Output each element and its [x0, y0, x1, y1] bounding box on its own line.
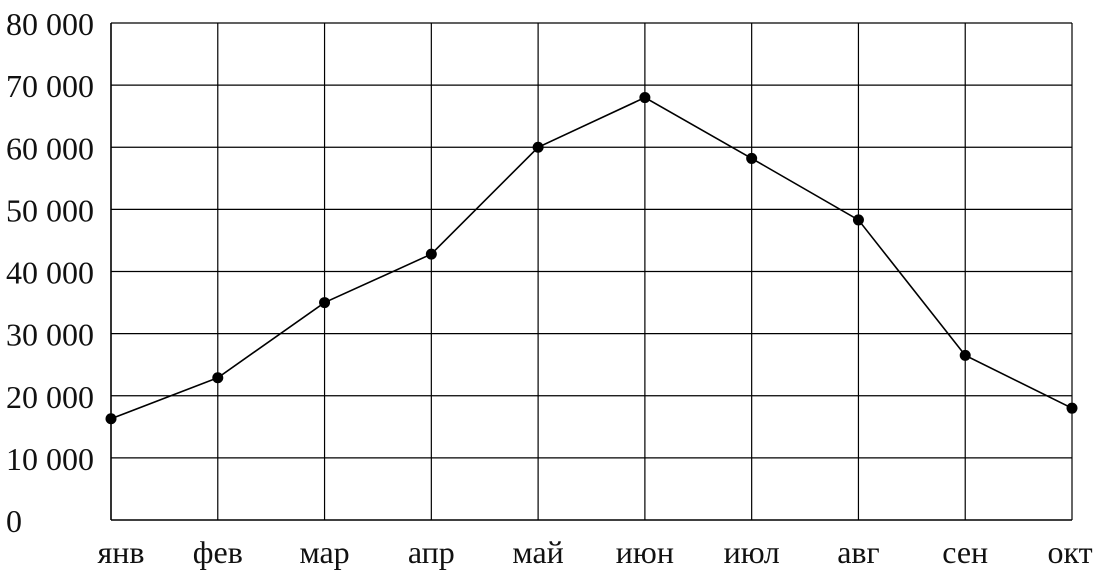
y-tick-label: 40 000 — [6, 255, 94, 291]
x-tick-label: янв — [98, 534, 145, 570]
data-point — [639, 92, 651, 104]
y-tick-label: 80 000 — [6, 6, 94, 42]
x-tick-label: апр — [408, 534, 455, 570]
data-point — [1066, 402, 1078, 414]
tick-labels: 0 10 000 20 000 30 000 40 000 50 000 60 000 70 … — [6, 6, 1093, 570]
y-tick-label: 30 000 — [6, 317, 94, 353]
axes — [110, 23, 1073, 521]
y-tick-label: 70 000 — [6, 68, 94, 104]
x-tick-label: фев — [193, 534, 243, 570]
grid-lines — [111, 22, 1072, 520]
data-point — [319, 297, 331, 309]
y-tick-label: 10 000 — [6, 441, 94, 477]
x-tick-label: сен — [942, 534, 988, 570]
data-series — [105, 92, 1078, 425]
data-point — [105, 413, 117, 425]
data-point — [212, 372, 224, 384]
x-tick-label: май — [512, 534, 563, 570]
x-tick-label: мар — [299, 534, 349, 570]
data-point — [746, 152, 758, 164]
y-tick-label: 0 — [6, 503, 22, 539]
data-point — [959, 349, 971, 361]
x-tick-label: июн — [616, 534, 674, 570]
data-point — [852, 214, 864, 226]
y-tick-label: 50 000 — [6, 192, 94, 228]
x-tick-label: июл — [724, 534, 780, 570]
series-line — [110, 96, 1073, 420]
x-tick-label: авг — [837, 534, 879, 570]
data-point — [532, 141, 544, 153]
y-tick-label: 20 000 — [6, 379, 94, 415]
y-tick-label: 60 000 — [6, 130, 94, 166]
data-point — [425, 248, 437, 260]
x-tick-label: окт — [1047, 534, 1092, 570]
